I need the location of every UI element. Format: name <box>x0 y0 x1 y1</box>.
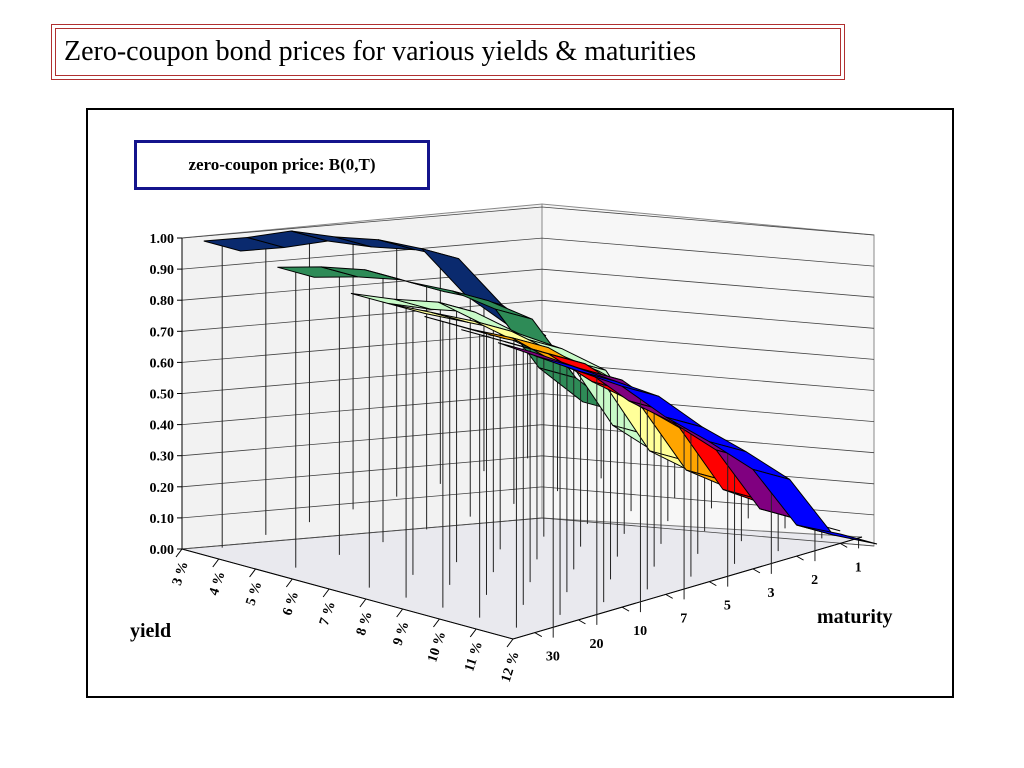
yield-tick-label: 10 % <box>425 630 449 665</box>
yield-tick-mark <box>322 588 330 598</box>
chart-title: zero-coupon price: B(0,T) <box>134 140 430 190</box>
maturity-tick-label: 10 <box>633 624 647 639</box>
maturity-tick-label: 1 <box>855 560 862 575</box>
gridline-7 <box>181 299 875 332</box>
z-tick-label: 0.10 <box>150 512 175 527</box>
z-tick-label: 0.70 <box>150 325 175 340</box>
maturity-tick-mark <box>796 555 804 561</box>
yield-tick-label: 11 % <box>462 640 486 674</box>
gridline-9 <box>181 237 875 270</box>
maturity-tick-label: 5 <box>724 599 731 614</box>
yield-tick-label: 3 % <box>170 560 192 588</box>
maturity-tick-label: 30 <box>546 650 560 665</box>
z-tick-label: 0.60 <box>150 356 175 371</box>
gridline-8 <box>181 268 875 301</box>
maturity-tick-label: 2 <box>811 573 818 588</box>
z-tick-label: 1.00 <box>150 232 175 247</box>
yield-tick-label: 9 % <box>391 620 413 648</box>
yield-tick-mark <box>396 608 404 618</box>
gridline-3 <box>181 424 875 457</box>
ribbon-segment <box>796 524 878 545</box>
yield-tick-label: 8 % <box>354 610 376 638</box>
yield-tick-mark <box>433 618 440 628</box>
yield-tick-mark <box>249 568 256 578</box>
yield-tick-mark <box>359 598 367 608</box>
z-tick-label: 0.30 <box>150 450 175 465</box>
slide-title-box: Zero-coupon bond prices for various yiel… <box>51 24 845 80</box>
z-tick-label: 0.50 <box>150 388 175 403</box>
yield-axis-line <box>181 548 514 640</box>
z-tick-label: 0.40 <box>150 419 175 434</box>
left-wall <box>181 203 543 550</box>
gridline-10 <box>181 206 875 239</box>
maturity-axis-line <box>512 536 863 640</box>
z-tick-label: 0.90 <box>150 263 175 278</box>
chart-frame: 0.00 0.10 0.20 0.30 0.40 0.50 0.60 0.70 0.80 0.90… <box>86 108 954 698</box>
gridline-4 <box>181 393 875 425</box>
maturity-tick-mark <box>578 619 586 625</box>
z-tick-label: 0.80 <box>150 294 175 309</box>
yield-tick-label: 12 % <box>499 650 523 685</box>
yield-tick-label: 7 % <box>317 600 339 628</box>
yield-tick-mark <box>212 558 220 568</box>
gridline-6 <box>181 330 875 363</box>
gridline-0 <box>181 517 875 550</box>
z-tick-label: 0.00 <box>150 543 175 558</box>
maturity-tick-mark <box>752 568 761 574</box>
yield-tick-mark <box>469 628 477 638</box>
maturity-tick-mark <box>665 593 673 599</box>
maturity-tick-mark <box>534 632 543 638</box>
maturity-tick-label: 7 <box>680 611 687 626</box>
yield-tick-mark <box>175 548 183 558</box>
yield-tick-label: 5 % <box>244 580 266 608</box>
maturity-tick-label: 3 <box>767 586 774 601</box>
z-tick-label: 0.20 <box>150 481 175 496</box>
maturity-tick-mark <box>621 606 630 612</box>
maturity-tick-mark <box>839 542 848 548</box>
yield-tick-label: 4 % <box>207 570 229 598</box>
yield-axis-title: yield <box>130 620 172 642</box>
yield-tick-mark <box>506 638 514 648</box>
yield-tick-label: 6 % <box>280 590 302 618</box>
yield-tick-mark <box>285 578 293 588</box>
maturity-tick-mark <box>709 581 717 587</box>
slide-title: Zero-coupon bond prices for various yiel… <box>55 28 841 76</box>
maturity-axis-title: maturity <box>817 606 893 628</box>
chart-svg: 0.00 0.10 0.20 0.30 0.40 0.50 0.60 0.70 0.80 0.90… <box>150 203 878 685</box>
maturity-tick-label: 20 <box>589 637 603 652</box>
